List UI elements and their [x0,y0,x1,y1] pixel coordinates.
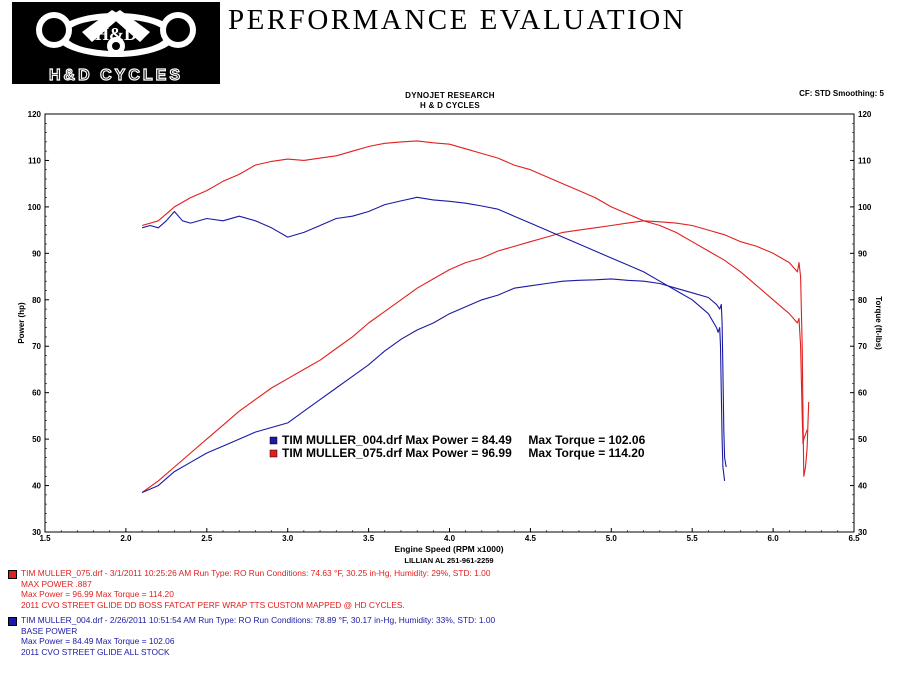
series-line-1 [141,140,808,445]
run-info-line: Max Power = 84.49 Max Torque = 102.06 [21,636,175,646]
run-info-line: TIM MULLER_075.drf - 3/1/2011 10:25:26 A… [21,568,491,578]
legend-entry: TIM MULLER_075.drf Max Power = 96.99 Max… [282,446,645,460]
right-y-axis-label: Torque (ft-lbs) [874,296,883,350]
left-y-tick-label: 60 [32,389,41,398]
x-tick-label: 2.0 [120,534,132,543]
run-color-swatch [8,617,17,626]
left-y-axis: 30 40 50 60 70 80 90 100 110 120 [28,110,49,537]
series-layer [141,140,810,494]
right-y-tick-label: 40 [858,482,867,491]
right-y-tick-label: 30 [858,528,867,537]
logo-graphic: H&D H&D CYCLES [12,2,220,84]
run-info-004: TIM MULLER_004.drf - 2/26/2011 10:51:54 … [8,615,495,657]
series-line-0 [141,220,810,493]
banner-title: PERFORMANCE EVALUATION [228,4,687,36]
svg-text:H&D: H&D [95,24,137,44]
run-info-line: 2011 CVO STREET GLIDE ALL STOCK [21,646,170,657]
legend-swatch [269,436,278,445]
right-y-tick-label: 120 [858,110,872,119]
right-y-tick-label: 80 [858,296,867,305]
shop-header: H & D CYCLES [419,101,481,110]
run-info-line: BASE POWER [21,625,78,636]
x-tick-label: 6.0 [768,534,780,543]
legend: TIM MULLER_004.drf Max Power = 84.49 Max… [269,433,646,460]
left-y-axis-label: Power (hp) [17,302,26,344]
plot-frame [44,113,855,533]
x-tick-label: 4.0 [444,534,456,543]
x-tick-label: 1.5 [39,534,51,543]
left-y-tick-label: 90 [32,249,41,258]
dyno-header: DYNOJET RESEARCH [405,91,495,100]
x-tick-label: 3.0 [282,534,294,543]
right-y-tick-label: 110 [858,156,871,165]
right-y-tick-label: 90 [858,249,867,258]
left-y-tick-label: 110 [28,156,41,165]
logo-text: H&D CYCLES [49,67,183,84]
left-y-tick-label: 120 [28,110,42,119]
correction-settings: CF: STD Smoothing: 5 [799,89,884,98]
x-tick-label: 6.5 [848,534,860,543]
x-tick-label: 5.5 [687,534,699,543]
x-tick-label: 4.5 [525,534,537,543]
hd-cycles-logo: H&D H&D CYCLES [12,2,220,84]
left-y-tick-label: 30 [32,528,41,537]
right-y-tick-label: 60 [858,389,867,398]
left-y-tick-label: 70 [32,342,41,351]
series-line-3 [141,196,726,481]
x-tick-label: 2.5 [201,534,213,543]
left-y-tick-label: 100 [28,203,42,212]
footer-label: LILLIAN AL 251-961-2259 [404,556,493,565]
run-info-line: 2011 CVO STREET GLIDE DD BOSS FATCAT PER… [21,599,405,610]
right-y-tick-label: 100 [858,203,872,212]
run-info-line: Max Power = 96.99 Max Torque = 114.20 [21,589,174,599]
left-y-tick-label: 50 [32,435,41,444]
legend-entry: TIM MULLER_004.drf Max Power = 84.49 Max… [282,433,646,447]
legend-swatch [269,449,278,458]
right-y-tick-label: 70 [858,342,867,351]
right-y-tick-label: 50 [858,435,867,444]
series-line-2 [141,278,727,494]
run-info-line: MAX POWER .887 [21,578,92,589]
run-color-swatch [8,570,17,579]
x-axis: 1.5 2.0 2.5 3.0 3.5 4.0 4.5 5.0 5.5 6.0 6.5 [39,528,860,543]
run-info-075: TIM MULLER_075.drf - 3/1/2011 10:25:26 A… [8,568,490,610]
x-axis-label: Engine Speed (RPM x1000) [394,544,503,554]
run-info-line: TIM MULLER_004.drf - 2/26/2011 10:51:54 … [21,615,496,625]
right-y-axis: 30 40 50 60 70 80 90 100 110 120 [850,110,872,537]
left-y-tick-label: 40 [32,482,41,491]
x-tick-label: 3.5 [363,534,375,543]
x-tick-label: 5.0 [606,534,618,543]
left-y-tick-label: 80 [32,296,41,305]
